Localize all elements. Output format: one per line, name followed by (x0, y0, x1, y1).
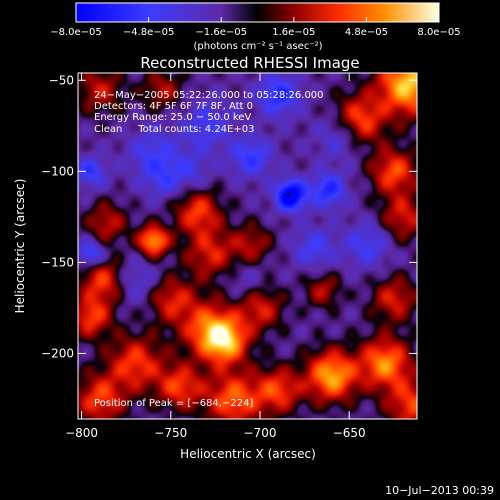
colorbar-tick-label: −1.6e−05 (195, 27, 247, 38)
annotation-time: 24−May−2005 05:22:26.000 to 05:28:26.000 (94, 90, 324, 101)
y-tick-label: −150 (41, 255, 74, 269)
colorbar-tick-label: 4.8e−05 (345, 27, 388, 38)
annotation-energy: Energy Range: 25.0 − 50.0 keV (94, 112, 251, 123)
colorbar-tick-label: 1.6e−05 (272, 27, 315, 38)
peak-marker (286, 193, 291, 197)
y-tick-label: −200 (41, 346, 74, 360)
colorbar-ticks: −8.0e−05 −4.8e−05 −1.6e−05 1.6e−05 4.8e−05 8.… (50, 17, 461, 38)
axis-ticks: −800 −750 −700 −650 −50 −100 −150 −200 (41, 73, 417, 440)
x-tick-label: −650 (333, 426, 366, 440)
heatmap-image (78, 73, 417, 419)
colorbar (75, 2, 440, 23)
colorbar-tick-label: 8.0e−05 (417, 27, 460, 38)
annotation-clean: Clean Total counts: 4.24E+03 (94, 124, 254, 135)
plot-frame (77, 72, 418, 420)
timestamp: 10−Jul−2013 00:39 (385, 484, 494, 497)
x-tick-label: −750 (154, 426, 187, 440)
y-tick-label: −100 (41, 164, 74, 178)
x-tick-label: −800 (65, 426, 98, 440)
colorbar-tick-label: −4.8e−05 (123, 27, 175, 38)
annotation-detectors: Detectors: 4F 5F 6F 7F 8F, Att 0 (94, 101, 253, 112)
colorbar-label: (photons cm⁻² s⁻¹ asec⁻²) (193, 41, 322, 52)
x-axis-label: Heliocentric X (arcsec) (180, 447, 316, 461)
peak-marker-dot (286, 193, 291, 197)
y-axis-label: Heliocentric Y (arcsec) (13, 179, 27, 314)
x-tick-label: −700 (244, 426, 277, 440)
y-tick-label: −50 (49, 73, 74, 87)
peak-position-label: Position of Peak = [−684,−224] (94, 398, 253, 409)
colorbar-tick-label: −8.0e−05 (50, 27, 102, 38)
chart-title: Reconstructed RHESSI Image (140, 54, 359, 72)
